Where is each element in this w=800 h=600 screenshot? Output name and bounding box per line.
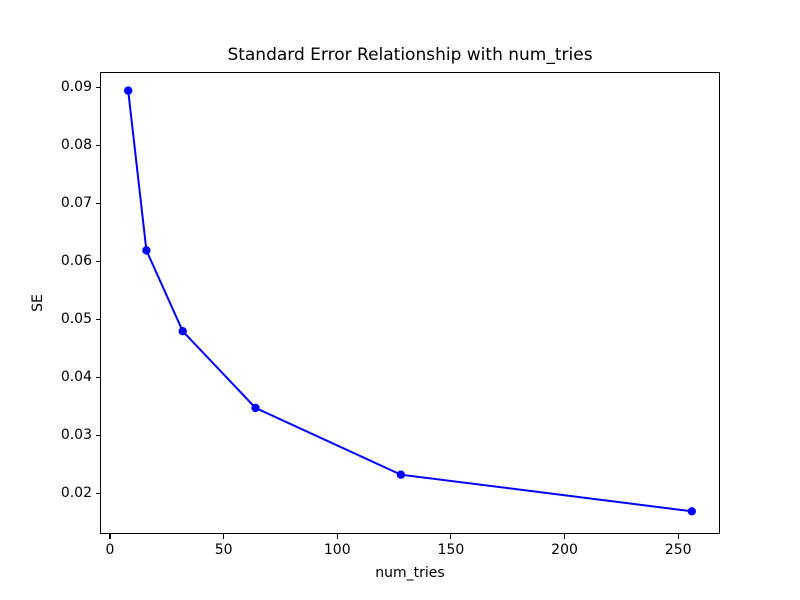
x-tick-mark xyxy=(677,534,679,539)
y-tick-label: 0.09 xyxy=(60,78,92,95)
y-tick-label: 0.04 xyxy=(60,369,92,386)
y-tick-mark xyxy=(95,318,100,321)
y-tick-mark xyxy=(95,435,100,437)
y-tick-mark xyxy=(95,260,100,263)
y-tick-label: 0.08 xyxy=(60,136,92,153)
x-tick-mark xyxy=(563,534,566,539)
x-tick-mark xyxy=(336,534,338,539)
x-tick-label: 200 xyxy=(551,542,578,558)
y-tick-mark xyxy=(95,202,100,204)
y-tick-mark xyxy=(95,377,100,379)
y-tick-mark xyxy=(95,493,100,495)
x-tick-mark xyxy=(223,534,225,539)
x-tick-mark xyxy=(450,534,452,539)
x-tick-mark xyxy=(109,534,111,539)
x-tick-label: 50 xyxy=(214,542,233,558)
x-tick-label: 0 xyxy=(105,542,115,558)
y-tick-label: 0.05 xyxy=(60,311,92,328)
y-tick-label: 0.03 xyxy=(60,427,92,444)
x-tick-label: 250 xyxy=(664,542,692,558)
chart-title: Standard Error Relationship with num_tri… xyxy=(227,45,593,65)
plot-area xyxy=(100,72,720,534)
y-tick-mark xyxy=(95,86,100,88)
y-tick-label: 0.02 xyxy=(60,485,92,502)
y-tick-mark xyxy=(95,144,100,146)
x-axis-label: num_tries xyxy=(375,565,445,581)
y-axis-label: SE xyxy=(30,294,46,312)
y-tick-label: 0.06 xyxy=(60,252,92,269)
y-tick-label: 0.07 xyxy=(60,194,92,211)
x-tick-label: 100 xyxy=(323,542,351,558)
x-tick-label: 150 xyxy=(437,542,465,558)
